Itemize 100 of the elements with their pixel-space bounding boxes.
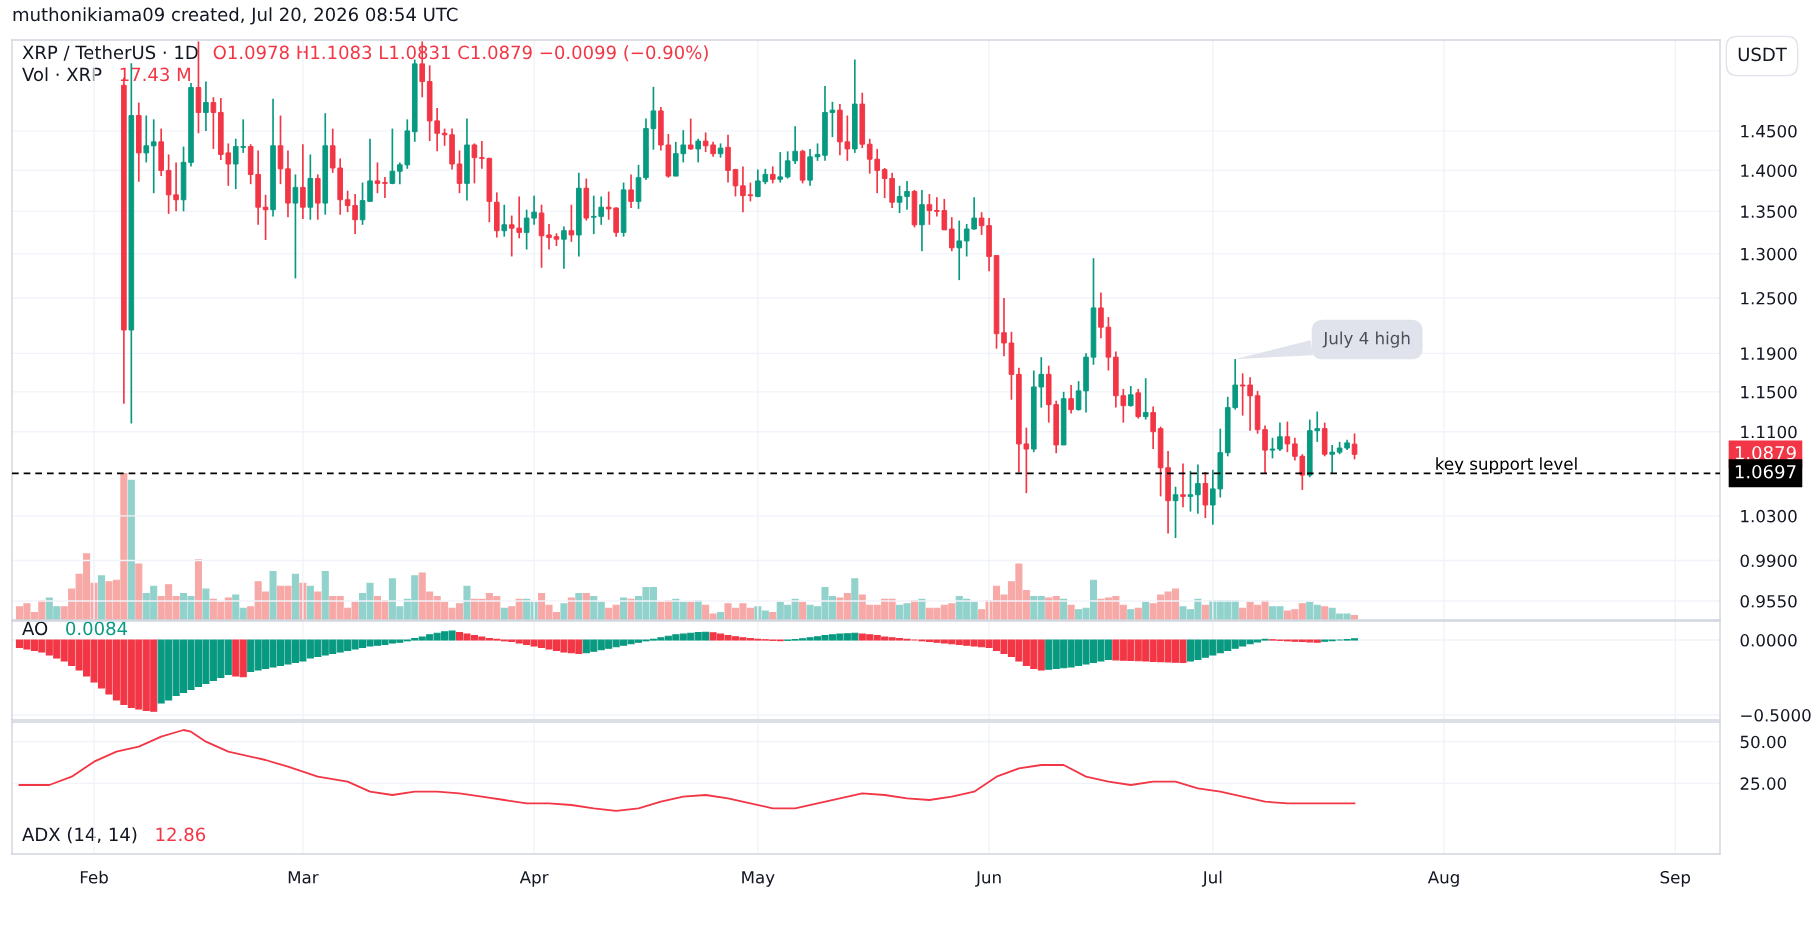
bar [851, 578, 859, 620]
line-series [18, 729, 1356, 812]
candlestick [203, 80, 209, 132]
candlestick [471, 142, 478, 185]
x-tick-label: Aug [1427, 871, 1459, 887]
bar [127, 479, 135, 620]
candlestick [635, 163, 642, 210]
ref-line-label: key support level [1436, 457, 1577, 474]
y-tick-label: 1.3000 [1741, 247, 1797, 261]
candlestick [568, 203, 575, 243]
bar [799, 601, 807, 620]
candlestick [948, 216, 955, 253]
candlestick [501, 203, 508, 238]
y-tick-label: 25.00 [1740, 777, 1787, 790]
text: ADX (14, 14) [22, 827, 137, 844]
y-tick-label: 0.9900 [1740, 554, 1797, 568]
bar [1134, 607, 1142, 620]
candlestick [1277, 421, 1283, 452]
candlestick [926, 193, 933, 226]
bar [314, 591, 322, 620]
candlestick [150, 118, 157, 195]
text: 1.0697 [1735, 464, 1796, 479]
annotation: July 4 high [1322, 331, 1410, 348]
candlestick [919, 189, 925, 253]
candlestick [374, 161, 381, 195]
candlestick [1180, 462, 1186, 509]
candlestick [1329, 444, 1335, 474]
y-tick-label: 1.2500 [1741, 291, 1797, 305]
candlestick [1269, 436, 1276, 460]
x-tick-label: Apr [519, 871, 549, 887]
y-tick-label: 1.4500 [1741, 124, 1797, 138]
chart-title: XRP / TetherUS · 1D [22, 45, 198, 61]
x-tick-label: Sep [1660, 870, 1691, 887]
candlestick [456, 149, 463, 195]
candlestick [1195, 463, 1201, 515]
bar [321, 570, 329, 620]
bar [1321, 606, 1329, 620]
y-tick-label: 1.4000 [1741, 164, 1797, 177]
candlestick [277, 114, 284, 186]
candlestick [1284, 420, 1291, 453]
candlestick [777, 151, 784, 184]
candlestick [725, 133, 731, 184]
bar [687, 601, 695, 620]
bar [194, 559, 203, 620]
text: USDT [1738, 47, 1787, 62]
bar [918, 598, 926, 620]
candlestick [628, 173, 634, 209]
y-tick-label: 50.00 [1740, 735, 1787, 749]
y-tick-label: 1.0300 [1741, 509, 1797, 523]
bar [291, 573, 299, 620]
candlestick [389, 127, 396, 186]
bar [202, 588, 210, 620]
y-tick-label: 0.0000 [1740, 634, 1797, 647]
candlestick [292, 173, 299, 280]
candlestick [382, 176, 388, 199]
candlestick [1127, 385, 1134, 408]
bar [1201, 604, 1209, 620]
candlestick [561, 225, 567, 270]
bar [1067, 604, 1075, 620]
candlestick [143, 114, 150, 164]
candlestick [300, 143, 306, 220]
candlestick [1187, 470, 1194, 513]
candlestick [1172, 485, 1179, 539]
candlestick [695, 137, 701, 164]
bar [1127, 609, 1135, 620]
text: 1.0879 [1735, 445, 1796, 460]
chart-title: Vol · XRP [22, 67, 102, 82]
bar [1142, 601, 1150, 620]
bar [560, 603, 568, 620]
bar [97, 575, 106, 620]
x-tick-label: May [742, 871, 775, 887]
candlestick [210, 96, 217, 150]
x-tick-label: Jul [1201, 870, 1222, 887]
bar [306, 585, 314, 620]
y-tick-label: 1.1900 [1741, 347, 1797, 360]
candlestick [1351, 432, 1358, 461]
candlestick [1142, 377, 1149, 421]
bar [269, 570, 277, 620]
annotation: 0.0084 [66, 621, 128, 636]
y-tick-label: 1.1500 [1741, 385, 1797, 399]
bar [500, 607, 508, 620]
y-tick-label: 0.9550 [1740, 594, 1797, 608]
x-tick-label: Mar [288, 871, 319, 884]
y-tick-label: −0.5000 [1741, 709, 1811, 722]
chart-title: AO [22, 621, 48, 636]
candlestick [1202, 471, 1209, 519]
candlestick [807, 148, 813, 187]
bar [463, 585, 471, 620]
x-tick-label: Feb [80, 870, 108, 884]
y-tick-label: 1.3500 [1741, 205, 1797, 218]
bar [627, 598, 635, 620]
candlestick [262, 193, 269, 241]
candlestick [956, 219, 963, 281]
candlestick [1135, 388, 1142, 420]
candlestick [1068, 384, 1074, 415]
bar [135, 563, 143, 620]
y-tick-label: 1.1100 [1741, 425, 1797, 439]
x-tick-label: Jun [975, 871, 1001, 887]
candlestick [1150, 405, 1156, 450]
annotation: 12.86 [156, 827, 206, 842]
